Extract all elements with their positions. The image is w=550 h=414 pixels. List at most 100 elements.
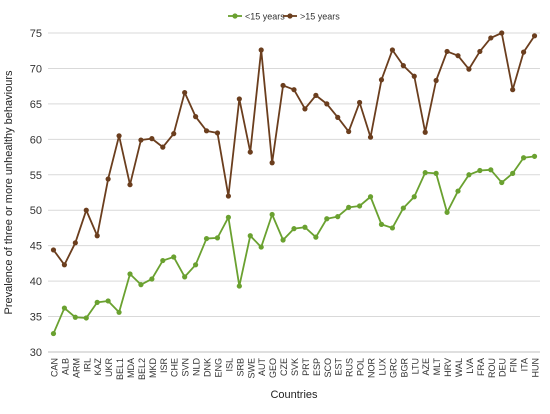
data-point — [149, 136, 155, 142]
series-2 — [50, 30, 538, 268]
series-1 — [50, 153, 538, 337]
data-point — [367, 194, 374, 200]
data-point — [94, 233, 100, 239]
data-point — [510, 170, 516, 176]
data-point — [269, 211, 275, 218]
x-tick-label: FRA — [476, 358, 486, 376]
data-point — [499, 179, 505, 186]
y-axis-label: Prevalence of three or more unhealthy be… — [3, 70, 15, 314]
x-tick-label: LUX — [377, 358, 387, 376]
data-point — [324, 101, 330, 107]
data-point — [83, 207, 89, 213]
x-tick-label: AUT — [257, 357, 267, 376]
x-tick-label: GRC — [388, 358, 398, 379]
x-axis-ticks: CAN ALB ARM IRL KAZ UKR BEL1 MDA BEL2 MKD ISR CHE SV… — [49, 357, 540, 380]
data-point — [521, 49, 527, 55]
data-point — [291, 87, 297, 93]
x-axis-label: Countries — [270, 389, 318, 401]
y-tick-label: 75 — [30, 28, 42, 40]
data-point — [105, 176, 111, 182]
x-tick-label: LVA — [465, 358, 475, 374]
x-tick-label: HUN — [531, 358, 541, 378]
gridlines — [48, 32, 540, 318]
data-point — [291, 226, 297, 232]
data-point — [346, 204, 352, 210]
data-point — [171, 131, 177, 137]
data-point — [466, 172, 472, 178]
data-point — [258, 244, 264, 250]
x-tick-label: WAL — [454, 358, 464, 377]
data-point — [335, 114, 341, 120]
series-line — [52, 155, 535, 334]
x-tick-label: SVN — [181, 358, 191, 377]
data-point — [499, 30, 505, 36]
y-tick-label: 50 — [30, 205, 42, 217]
data-point — [367, 134, 374, 140]
x-tick-label: ARM — [71, 358, 81, 378]
y-tick-label: 45 — [30, 241, 42, 253]
x-tick-label: EST — [334, 358, 344, 376]
data-point — [127, 182, 133, 188]
data-point — [214, 235, 221, 241]
data-point — [193, 114, 199, 120]
data-point — [50, 330, 57, 337]
x-tick-label: MLT — [432, 358, 442, 376]
x-tick-label: DEU — [498, 358, 508, 377]
x-tick-label: SVK — [290, 358, 300, 376]
data-point — [422, 129, 428, 135]
data-point — [236, 283, 242, 289]
data-point — [149, 276, 155, 282]
data-point — [280, 82, 286, 89]
data-point — [203, 128, 210, 134]
data-point — [357, 99, 363, 106]
x-tick-label: ROU — [487, 358, 497, 378]
data-point — [280, 237, 286, 243]
data-point — [247, 149, 253, 155]
x-tick-label: BEL1 — [115, 358, 125, 380]
data-point — [488, 35, 494, 41]
legend-swatch-marker — [232, 13, 238, 19]
data-point — [378, 77, 385, 83]
data-point — [389, 47, 395, 53]
data-point — [400, 205, 406, 211]
data-point — [94, 299, 100, 305]
x-tick-label: ALB — [60, 358, 70, 375]
data-point — [116, 133, 122, 139]
x-tick-label: MKD — [148, 358, 158, 379]
x-tick-label: SCO — [323, 358, 333, 378]
y-tick-label: 60 — [30, 134, 42, 146]
data-point — [411, 73, 417, 79]
y-tick-label: 40 — [30, 276, 42, 288]
data-point — [531, 33, 538, 39]
data-point — [357, 203, 363, 209]
data-point — [400, 63, 406, 69]
data-point — [302, 224, 308, 230]
x-tick-label: HRV — [443, 358, 453, 377]
data-point — [433, 170, 439, 176]
data-point — [466, 66, 472, 72]
data-point — [269, 160, 275, 166]
x-tick-label: BGR — [399, 358, 409, 378]
data-point — [61, 262, 67, 268]
x-tick-label: ISL — [224, 358, 234, 372]
data-point — [138, 282, 144, 288]
data-point — [105, 298, 111, 304]
data-point — [171, 254, 177, 260]
y-tick-label: 30 — [30, 347, 42, 359]
x-tick-label: AZE — [421, 358, 431, 376]
x-tick-label: SWE — [246, 358, 256, 379]
x-tick-label: ENG — [213, 358, 223, 378]
data-point — [389, 225, 395, 231]
x-tick-label: UKR — [104, 358, 114, 378]
x-tick-label: NOR — [367, 358, 377, 379]
series-group — [50, 30, 538, 337]
x-tick-label: GEO — [268, 358, 278, 378]
data-point — [127, 271, 133, 277]
data-point — [160, 257, 166, 264]
legend: <15 years >15 years — [228, 12, 340, 22]
x-tick-label: ISR — [159, 358, 169, 374]
x-tick-label: FIN — [509, 358, 519, 373]
data-point — [302, 106, 308, 112]
x-tick-label: NLD — [192, 358, 202, 377]
